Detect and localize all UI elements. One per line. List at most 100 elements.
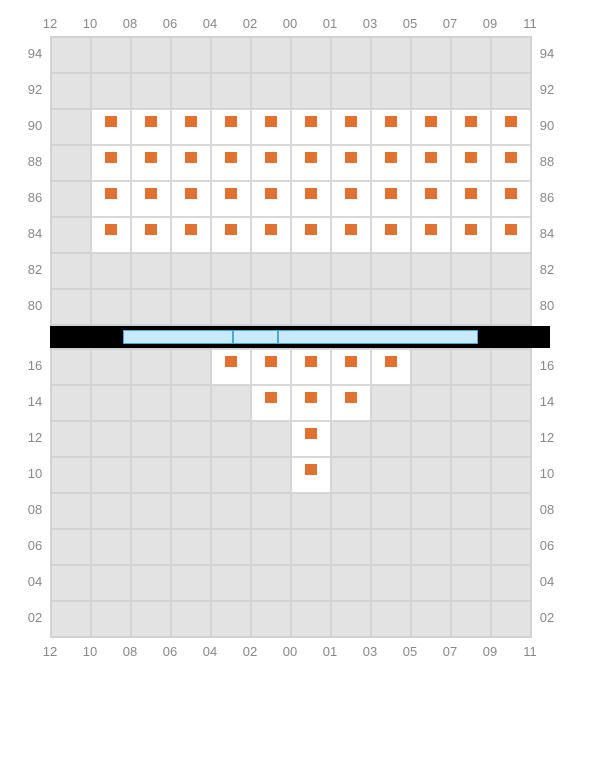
grid-cell[interactable] — [251, 601, 291, 637]
grid-cell[interactable] — [131, 253, 171, 289]
grid-cell[interactable] — [91, 349, 131, 385]
grid-cell[interactable] — [411, 493, 451, 529]
grid-cell[interactable] — [291, 73, 331, 109]
grid-cell[interactable] — [51, 385, 91, 421]
grid-cell[interactable] — [331, 109, 371, 145]
grid-cell[interactable] — [371, 349, 411, 385]
grid-cell[interactable] — [211, 37, 251, 73]
grid-cell[interactable] — [211, 601, 251, 637]
grid-cell[interactable] — [51, 73, 91, 109]
grid-cell[interactable] — [131, 457, 171, 493]
grid-cell[interactable] — [331, 253, 371, 289]
grid-cell[interactable] — [251, 181, 291, 217]
grid-cell[interactable] — [171, 181, 211, 217]
grid-cell[interactable] — [291, 385, 331, 421]
grid-cell[interactable] — [211, 109, 251, 145]
grid-cell[interactable] — [491, 601, 531, 637]
grid-cell[interactable] — [291, 217, 331, 253]
grid-cell[interactable] — [451, 457, 491, 493]
grid-cell[interactable] — [51, 217, 91, 253]
grid-cell[interactable] — [491, 253, 531, 289]
grid-cell[interactable] — [51, 529, 91, 565]
grid-cell[interactable] — [171, 565, 211, 601]
grid-cell[interactable] — [491, 349, 531, 385]
grid-cell[interactable] — [91, 421, 131, 457]
grid-cell[interactable] — [211, 289, 251, 325]
grid-cell[interactable] — [251, 73, 291, 109]
grid-cell[interactable] — [211, 565, 251, 601]
grid-cell[interactable] — [251, 457, 291, 493]
grid-cell[interactable] — [371, 529, 411, 565]
grid-cell[interactable] — [411, 349, 451, 385]
grid-cell[interactable] — [251, 529, 291, 565]
grid-cell[interactable] — [451, 73, 491, 109]
grid-cell[interactable] — [491, 529, 531, 565]
grid-cell[interactable] — [451, 385, 491, 421]
grid-cell[interactable] — [91, 217, 131, 253]
grid-cell[interactable] — [331, 181, 371, 217]
grid-cell[interactable] — [291, 457, 331, 493]
grid-cell[interactable] — [291, 601, 331, 637]
grid-cell[interactable] — [211, 385, 251, 421]
grid-cell[interactable] — [291, 493, 331, 529]
grid-cell[interactable] — [451, 529, 491, 565]
grid-cell[interactable] — [331, 37, 371, 73]
grid-cell[interactable] — [331, 457, 371, 493]
grid-cell[interactable] — [91, 493, 131, 529]
grid-cell[interactable] — [251, 349, 291, 385]
grid-cell[interactable] — [411, 289, 451, 325]
grid-cell[interactable] — [491, 457, 531, 493]
grid-cell[interactable] — [131, 421, 171, 457]
grid-cell[interactable] — [251, 145, 291, 181]
grid-cell[interactable] — [371, 73, 411, 109]
grid-cell[interactable] — [331, 421, 371, 457]
grid-cell[interactable] — [251, 217, 291, 253]
grid-cell[interactable] — [91, 385, 131, 421]
grid-cell[interactable] — [291, 421, 331, 457]
grid-cell[interactable] — [451, 601, 491, 637]
grid-cell[interactable] — [411, 529, 451, 565]
grid-cell[interactable] — [491, 145, 531, 181]
grid-cell[interactable] — [131, 385, 171, 421]
grid-cell[interactable] — [331, 73, 371, 109]
grid-cell[interactable] — [211, 421, 251, 457]
grid-cell[interactable] — [411, 37, 451, 73]
grid-cell[interactable] — [291, 253, 331, 289]
grid-cell[interactable] — [371, 385, 411, 421]
grid-cell[interactable] — [291, 37, 331, 73]
grid-cell[interactable] — [51, 601, 91, 637]
grid-cell[interactable] — [251, 421, 291, 457]
grid-cell[interactable] — [291, 145, 331, 181]
grid-cell[interactable] — [371, 421, 411, 457]
grid-cell[interactable] — [411, 565, 451, 601]
grid-cell[interactable] — [491, 37, 531, 73]
grid-cell[interactable] — [91, 73, 131, 109]
grid-cell[interactable] — [131, 601, 171, 637]
grid-cell[interactable] — [451, 145, 491, 181]
grid-cell[interactable] — [171, 601, 211, 637]
grid-cell[interactable] — [51, 565, 91, 601]
grid-cell[interactable] — [371, 253, 411, 289]
grid-cell[interactable] — [51, 109, 91, 145]
grid-cell[interactable] — [371, 37, 411, 73]
grid-cell[interactable] — [411, 73, 451, 109]
grid-cell[interactable] — [131, 289, 171, 325]
grid-cell[interactable] — [251, 565, 291, 601]
grid-cell[interactable] — [411, 421, 451, 457]
grid-cell[interactable] — [491, 217, 531, 253]
grid-cell[interactable] — [51, 493, 91, 529]
grid-cell[interactable] — [291, 181, 331, 217]
grid-cell[interactable] — [171, 217, 211, 253]
grid-cell[interactable] — [211, 145, 251, 181]
grid-cell[interactable] — [51, 37, 91, 73]
grid-cell[interactable] — [131, 73, 171, 109]
grid-cell[interactable] — [411, 217, 451, 253]
grid-cell[interactable] — [131, 565, 171, 601]
grid-cell[interactable] — [251, 253, 291, 289]
grid-cell[interactable] — [171, 253, 211, 289]
grid-cell[interactable] — [131, 109, 171, 145]
grid-cell[interactable] — [171, 349, 211, 385]
grid-cell[interactable] — [371, 565, 411, 601]
grid-cell[interactable] — [331, 565, 371, 601]
grid-cell[interactable] — [211, 73, 251, 109]
